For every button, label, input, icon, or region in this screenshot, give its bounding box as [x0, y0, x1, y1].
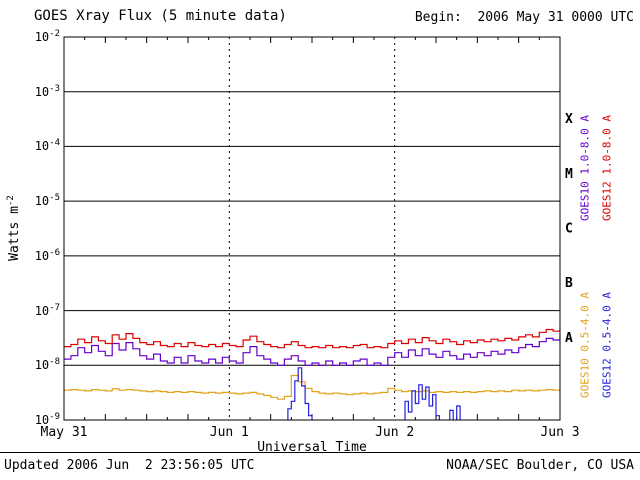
x-axis-title: Universal Time	[257, 440, 367, 455]
flare-class-a: A	[565, 331, 573, 346]
updated-timestamp: Updated 2006 Jun 2 23:56:05 UTC	[4, 458, 255, 473]
legend-goes12-0-5-4-0-a: GOES12 0.5-4.0 A	[600, 292, 614, 398]
y-tick-label: 10-2	[34, 29, 60, 44]
series-goes10-0-5-4-0-a	[64, 374, 560, 400]
x-tick-label: Jun 2	[375, 425, 415, 440]
y-tick-label: 10-6	[34, 247, 60, 263]
flare-class-c: C	[565, 222, 573, 237]
y-tick-label: 10-9	[34, 412, 60, 427]
flare-class-b: B	[565, 276, 573, 291]
legend-goes10-1-0-8-0-a: GOES10 1.0-8.0 A	[578, 115, 592, 221]
x-tick-label: Jun 1	[209, 425, 249, 440]
y-tick-label: 10-4	[34, 138, 60, 154]
y-tick-label: 10-5	[34, 193, 60, 209]
plot-border	[63, 36, 561, 421]
footer-divider	[0, 452, 640, 453]
page-title: GOES Xray Flux (5 minute data)	[34, 8, 287, 24]
x-tick-label: May 31	[40, 425, 88, 440]
flare-class-m: M	[565, 167, 573, 182]
begin-timestamp: Begin: 2006 May 31 0000 UTC	[414, 10, 634, 25]
y-tick-label: 10-7	[34, 302, 60, 318]
x-tick-label: Jun 3	[540, 425, 580, 440]
series-goes12-1-0-8-0-a	[64, 327, 560, 349]
series-goes10-1-0-8-0-a	[64, 336, 560, 366]
y-tick-label: 10-8	[34, 357, 60, 373]
source-credit: NOAA/SEC Boulder, CO USA	[446, 458, 634, 473]
series-goes12-0-5-4-0-a	[287, 367, 461, 420]
legend-goes10-0-5-4-0-a: GOES10 0.5-4.0 A	[578, 292, 592, 398]
flare-class-x: X	[565, 112, 573, 127]
legend-goes12-1-0-8-0-a: GOES12 1.0-8.0 A	[600, 115, 614, 221]
y-tick-label: 10-3	[34, 83, 60, 99]
